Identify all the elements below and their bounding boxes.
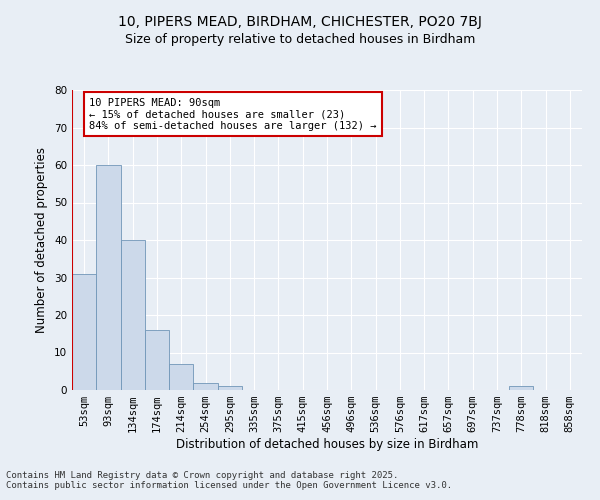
- Text: Contains HM Land Registry data © Crown copyright and database right 2025.
Contai: Contains HM Land Registry data © Crown c…: [6, 470, 452, 490]
- Bar: [96, 165, 121, 390]
- Bar: [169, 364, 193, 390]
- Bar: [72, 274, 96, 390]
- Text: 10 PIPERS MEAD: 90sqm
← 15% of detached houses are smaller (23)
84% of semi-deta: 10 PIPERS MEAD: 90sqm ← 15% of detached …: [89, 98, 377, 130]
- Text: Size of property relative to detached houses in Birdham: Size of property relative to detached ho…: [125, 32, 475, 46]
- Text: 10, PIPERS MEAD, BIRDHAM, CHICHESTER, PO20 7BJ: 10, PIPERS MEAD, BIRDHAM, CHICHESTER, PO…: [118, 15, 482, 29]
- Bar: [193, 382, 218, 390]
- Bar: [509, 386, 533, 390]
- Bar: [145, 330, 169, 390]
- Y-axis label: Number of detached properties: Number of detached properties: [35, 147, 49, 333]
- Bar: [218, 386, 242, 390]
- Bar: [121, 240, 145, 390]
- X-axis label: Distribution of detached houses by size in Birdham: Distribution of detached houses by size …: [176, 438, 478, 451]
